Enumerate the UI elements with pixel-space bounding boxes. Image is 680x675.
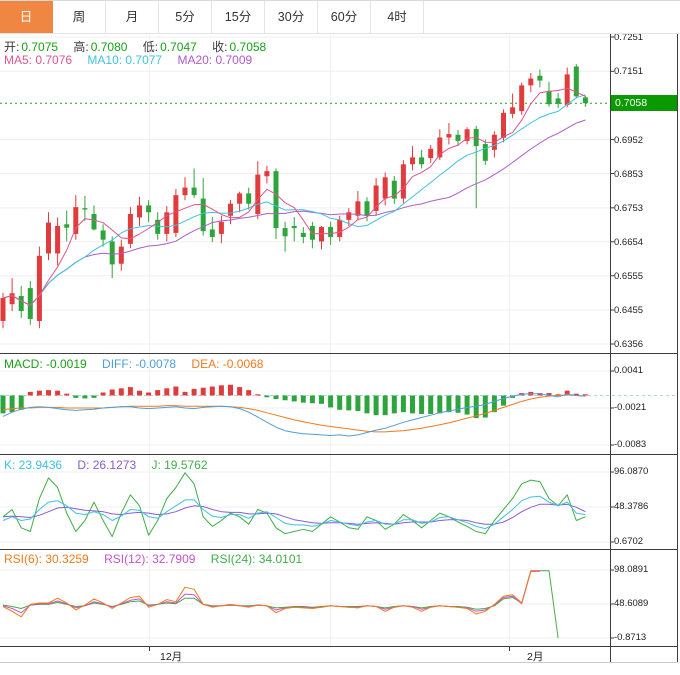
- x-axis-label: 2月: [527, 651, 544, 663]
- d-value: D: 26.1273: [77, 458, 137, 472]
- y-axis-label: -0.8713: [614, 632, 647, 643]
- k-value: K: 23.9436: [4, 458, 63, 472]
- y-axis-label: 0.6654: [614, 237, 644, 248]
- tab-week[interactable]: 周: [53, 1, 106, 33]
- y-axis-label: 48.3786: [614, 501, 649, 512]
- y-axis-label: 0.6952: [614, 135, 644, 146]
- x-axis-label: 12月: [160, 651, 183, 663]
- macd-value: MACD: -0.0019: [4, 357, 87, 371]
- y-axis-label: 0.6853: [614, 169, 644, 180]
- j-line: [2, 472, 586, 538]
- y-axis-label: -0.0021: [614, 402, 647, 413]
- ma5-legend: MA5: 0.7076: [4, 53, 73, 67]
- high-value: 0.7080: [90, 40, 128, 54]
- diff-line: [2, 393, 586, 437]
- period-tab-bar: 日 周 月 5分 15分 30分 60分 4时: [0, 1, 680, 34]
- y-axis-label: 96.0870: [614, 466, 649, 477]
- current-price-badge: 0.7058: [611, 95, 677, 111]
- ma20-legend: MA20: 0.7009: [177, 53, 253, 67]
- y-axis-label: 0.7151: [614, 66, 644, 77]
- y-axis-label: 0.7251: [614, 32, 644, 43]
- close-value: 0.7058: [229, 40, 267, 54]
- macd-bars: [0, 384, 588, 419]
- y-axis-label: 98.0891: [614, 564, 649, 575]
- ma10-line: [2, 94, 586, 306]
- tab-60min[interactable]: 60分: [318, 1, 371, 33]
- rsi24-value: RSI(24): 34.0101: [210, 552, 303, 566]
- tab-15min[interactable]: 15分: [212, 1, 265, 33]
- y-axis-label: -0.0083: [614, 439, 647, 450]
- low-value: 0.7047: [160, 40, 197, 54]
- open-value: 0.7075: [21, 40, 59, 54]
- tab-month[interactable]: 月: [106, 1, 159, 33]
- ma5-line: [2, 87, 586, 306]
- high-label: 高:: [73, 40, 89, 54]
- y-axis-label: 0.6555: [614, 271, 644, 282]
- y-axis-label: 0.0041: [614, 365, 644, 376]
- rsi12-value: RSI(12): 32.7909: [104, 552, 196, 566]
- k-line: [2, 495, 586, 530]
- candles-group: [0, 64, 588, 329]
- macd-legend: MACD: -0.0019 DIFF: -0.0078 DEA: -0.0068: [4, 357, 265, 371]
- y-axis-label: 0.6753: [614, 203, 644, 214]
- y-axis-label: 48.6089: [614, 598, 649, 609]
- tab-30min[interactable]: 30分: [265, 1, 318, 33]
- y-axis-label: 0.6356: [614, 339, 644, 350]
- rsi6-line: [2, 570, 540, 618]
- ohlc-legend: 开: 0.7075 高: 0.7080 低: 0.7047 收: 0.7058: [4, 38, 268, 55]
- ma10-legend: MA10: 0.7077: [87, 53, 163, 67]
- y-axis-label: 0.6455: [614, 305, 644, 316]
- y-axis-label: 0.6702: [614, 536, 644, 547]
- tab-day[interactable]: 日: [0, 1, 53, 33]
- open-label: 开:: [4, 40, 20, 54]
- close-label: 收:: [212, 40, 228, 54]
- diff-value: DIFF: -0.0078: [102, 357, 177, 371]
- d-line: [2, 503, 586, 525]
- ma-legend: MA5: 0.7076 MA10: 0.7077 MA20: 0.7009: [4, 53, 254, 67]
- rsi24-line: [2, 570, 559, 639]
- rsi-legend: RSI(6): 30.3259 RSI(12): 32.7909 RSI(24)…: [4, 552, 304, 566]
- dea-value: DEA: -0.0068: [191, 357, 264, 371]
- tab-4hour[interactable]: 4时: [371, 1, 424, 33]
- j-value: J: 19.5762: [151, 458, 208, 472]
- tab-5min[interactable]: 5分: [159, 1, 212, 33]
- ma20-line: [2, 119, 586, 306]
- kdj-legend: K: 23.9436 D: 26.1273 J: 19.5762: [4, 458, 210, 472]
- low-label: 低:: [142, 40, 159, 54]
- rsi6-value: RSI(6): 30.3259: [4, 552, 89, 566]
